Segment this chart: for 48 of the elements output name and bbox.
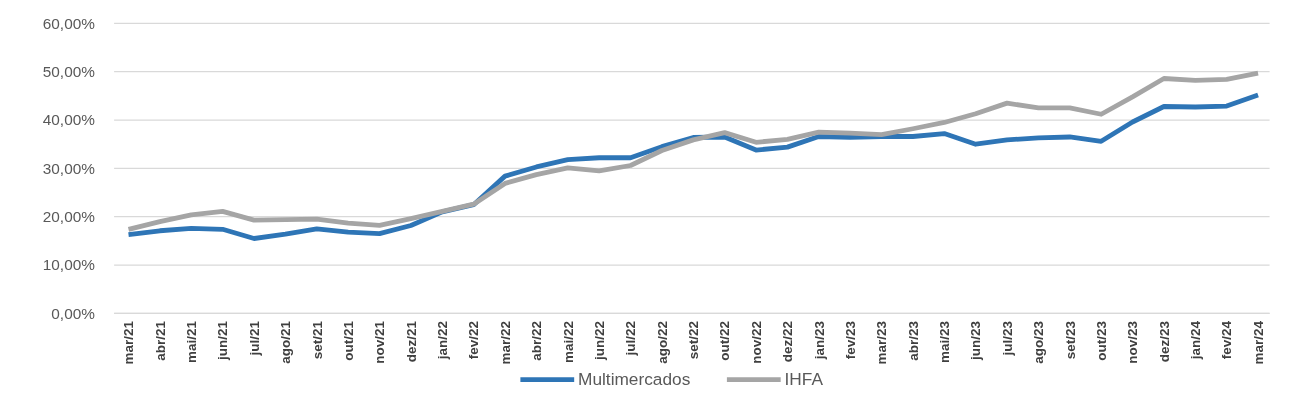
x-tick-label: fev/24	[1219, 320, 1235, 360]
legend-label: Multimercados	[578, 369, 691, 390]
x-tick-label: set/21	[309, 320, 325, 360]
x-tick-label: dez/22	[780, 321, 796, 363]
x-tick-label: dez/23	[1156, 321, 1172, 363]
x-tick-label: abr/23	[905, 321, 921, 361]
x-tick-label: ago/21	[278, 320, 294, 364]
x-tick-label: set/23	[1062, 321, 1078, 360]
y-tick-label: 20,00%	[42, 208, 96, 226]
x-tick-label: mai/21	[184, 320, 200, 363]
y-tick-label: 10,00%	[42, 256, 96, 274]
x-tick-label: fev/22	[466, 321, 482, 360]
x-tick-label: ago/23	[1031, 321, 1047, 364]
x-tick-label: jun/22	[591, 321, 607, 361]
x-tick-label: abr/22	[529, 321, 545, 361]
x-tick-label: out/22	[717, 321, 733, 361]
x-tick-label: fev/23	[842, 321, 858, 360]
line-series	[126, 70, 1261, 232]
legend-label: IHFA	[784, 369, 824, 390]
y-tick-label: 40,00%	[42, 111, 96, 129]
x-tick-label: out/21	[340, 320, 356, 361]
x-tick-label: jul/21	[246, 320, 262, 357]
x-tick-label: out/23	[1093, 321, 1109, 361]
x-tick-label: jan/23	[811, 321, 827, 361]
y-tick-label: 30,00%	[42, 159, 96, 177]
x-tick-label: dez/21	[403, 320, 419, 363]
x-tick-label: abr/21	[152, 320, 168, 361]
x-tick-label: jul/22	[623, 321, 639, 357]
x-tick-label: mai/22	[560, 321, 576, 363]
x-tick-label: mai/23	[937, 321, 953, 363]
x-tick-label: jan/24	[1188, 320, 1204, 361]
x-tick-label: mar/21	[121, 320, 137, 365]
x-tick-label: jun/23	[968, 321, 984, 361]
x-tick-label: jul/23	[999, 321, 1015, 357]
x-tick-label: jun/21	[215, 320, 231, 361]
x-tick-label: nov/22	[748, 321, 764, 364]
y-tick-label: 0,00%	[51, 304, 96, 322]
y-tick-label: 50,00%	[42, 63, 96, 81]
x-tick-label: nov/21	[372, 320, 388, 364]
x-tick-label: mar/24	[1250, 320, 1266, 365]
x-tick-label: jan/22	[435, 321, 451, 361]
x-tick-label: mar/22	[497, 321, 513, 365]
x-tick-label: ago/22	[654, 321, 670, 364]
line-series	[126, 92, 1261, 241]
y-tick-label: 60,00%	[42, 14, 96, 32]
x-tick-label: set/22	[686, 321, 702, 360]
x-tick-label: nov/23	[1125, 321, 1141, 364]
x-tick-label: mar/23	[874, 321, 890, 365]
